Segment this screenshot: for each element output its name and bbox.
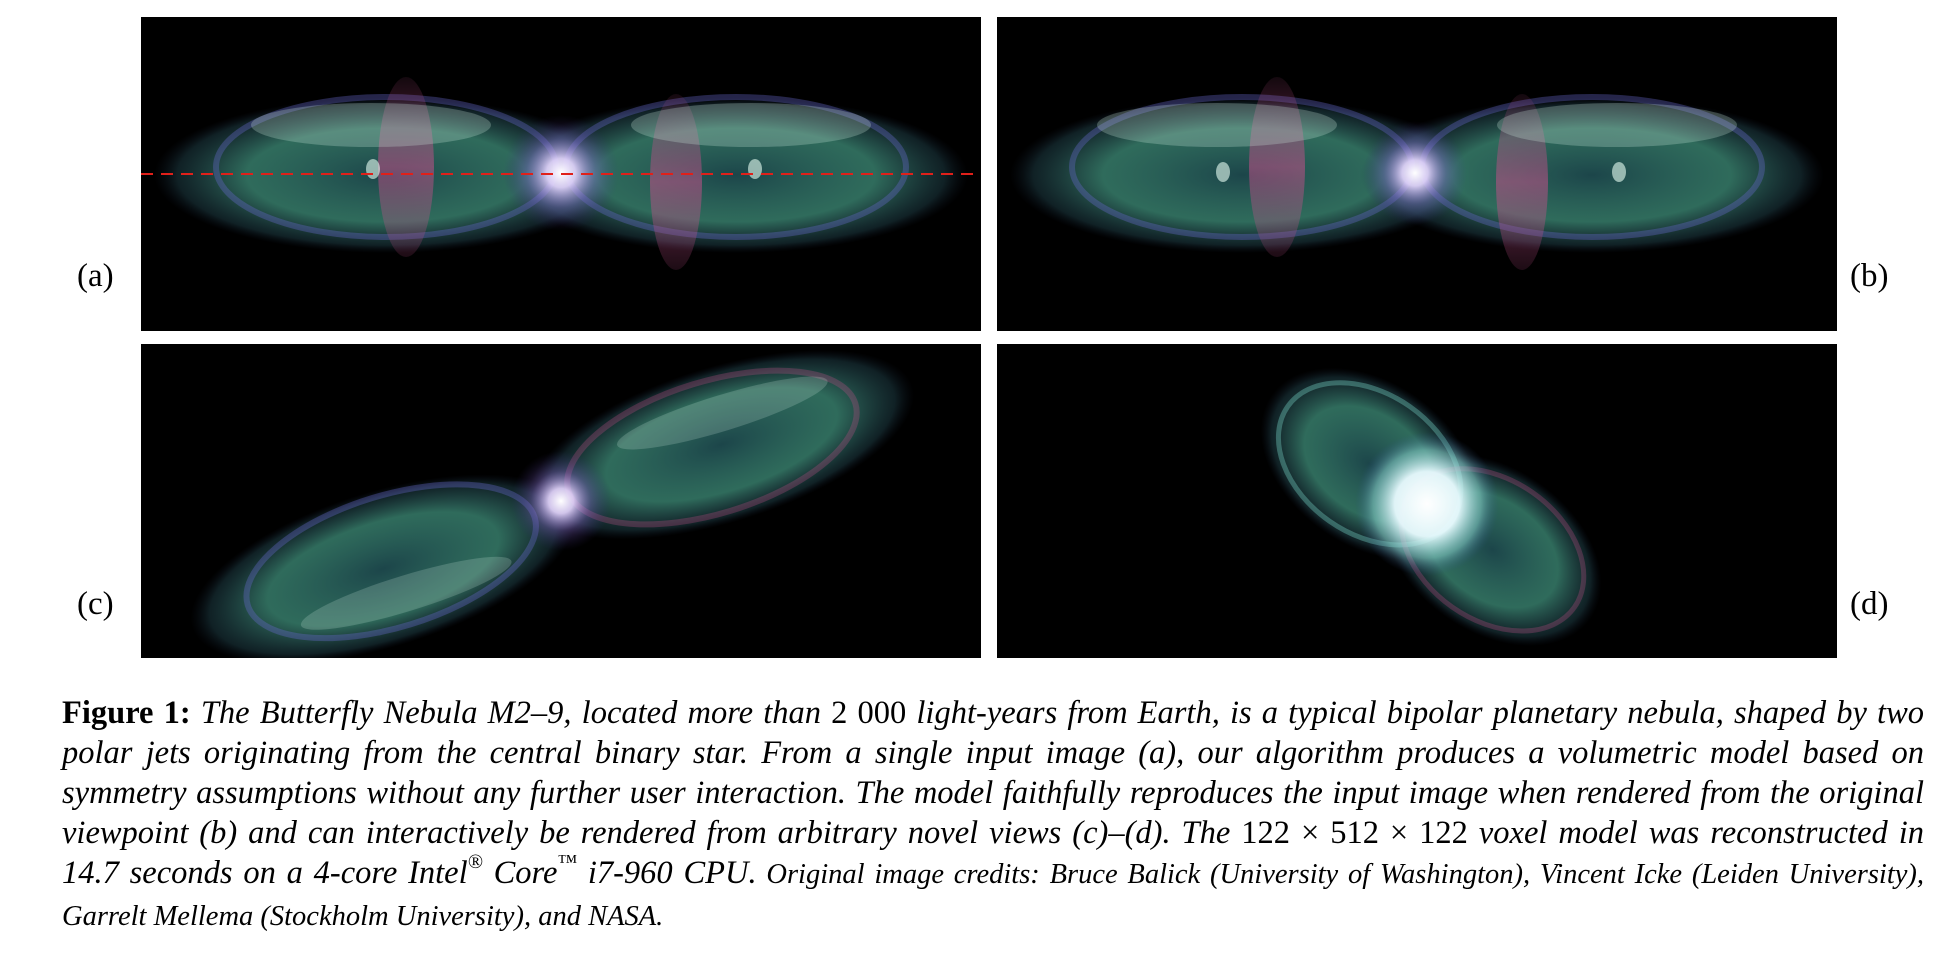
caption-number: 2 000	[831, 695, 907, 731]
image-credits: Original image	[756, 859, 944, 890]
registered-mark: ®	[467, 851, 483, 874]
caption-text: light-years from Earth, is a typical bip…	[62, 695, 1924, 851]
nebula-render	[1010, 77, 1824, 270]
caption-text: The Butterfly Nebula M2–9, located more …	[190, 695, 832, 731]
caption-text: i7-960 CPU.	[577, 855, 757, 891]
figure-caption: Figure 1: The Butterfly Nebula M2–9, loc…	[62, 693, 1924, 937]
caption-text: Core	[482, 855, 558, 891]
nebula-render-novel-view	[1260, 367, 1602, 647]
panel-label-c: (c)	[77, 586, 114, 622]
panel-label-d: (d)	[1850, 586, 1889, 622]
panel-label-b: (b)	[1850, 258, 1889, 294]
panel-label-a: (a)	[77, 258, 114, 294]
panel-a-input-image	[141, 17, 981, 331]
trademark-mark: ™	[557, 851, 578, 874]
figure-label: Figure 1:	[62, 695, 191, 731]
nebula-render-novel-view	[190, 349, 915, 658]
nebula-image	[141, 77, 981, 270]
panel-c-novel-view	[141, 344, 981, 658]
panel-b-reconstruction-original-view	[997, 17, 1837, 331]
voxel-dimensions: 122 × 512 × 122	[1241, 815, 1468, 851]
panel-d-novel-view	[997, 344, 1837, 658]
caption-text: voxel model was reconstructed in 14.7 se…	[62, 815, 1924, 891]
image-credits: credits: Bruce Balick (University of Was…	[62, 859, 1925, 932]
